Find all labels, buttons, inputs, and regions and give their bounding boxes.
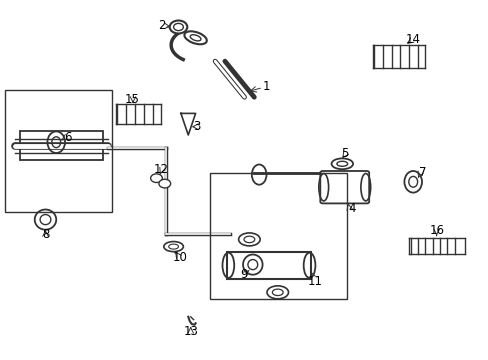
Circle shape bbox=[169, 21, 187, 33]
Text: 6: 6 bbox=[63, 131, 71, 144]
Text: 11: 11 bbox=[307, 275, 322, 288]
Text: 9: 9 bbox=[240, 268, 248, 281]
Bar bbox=[210, 173, 346, 299]
Text: 2: 2 bbox=[158, 19, 166, 32]
Text: 3: 3 bbox=[193, 120, 201, 133]
Text: 12: 12 bbox=[154, 163, 168, 176]
Text: 10: 10 bbox=[172, 251, 187, 264]
Circle shape bbox=[150, 174, 162, 183]
FancyBboxPatch shape bbox=[320, 171, 368, 203]
Text: 13: 13 bbox=[183, 325, 198, 338]
Text: 8: 8 bbox=[41, 228, 49, 241]
Text: 16: 16 bbox=[429, 224, 444, 237]
Bar bbox=[20, 131, 102, 160]
Text: 1: 1 bbox=[262, 80, 270, 93]
Text: 5: 5 bbox=[340, 147, 348, 159]
Circle shape bbox=[159, 179, 170, 188]
Text: 14: 14 bbox=[405, 33, 420, 46]
Text: 4: 4 bbox=[347, 202, 355, 215]
Bar bbox=[227, 252, 310, 279]
Text: 7: 7 bbox=[418, 166, 426, 179]
Bar bbox=[5, 90, 112, 212]
Circle shape bbox=[173, 23, 183, 31]
Text: 15: 15 bbox=[124, 93, 139, 105]
